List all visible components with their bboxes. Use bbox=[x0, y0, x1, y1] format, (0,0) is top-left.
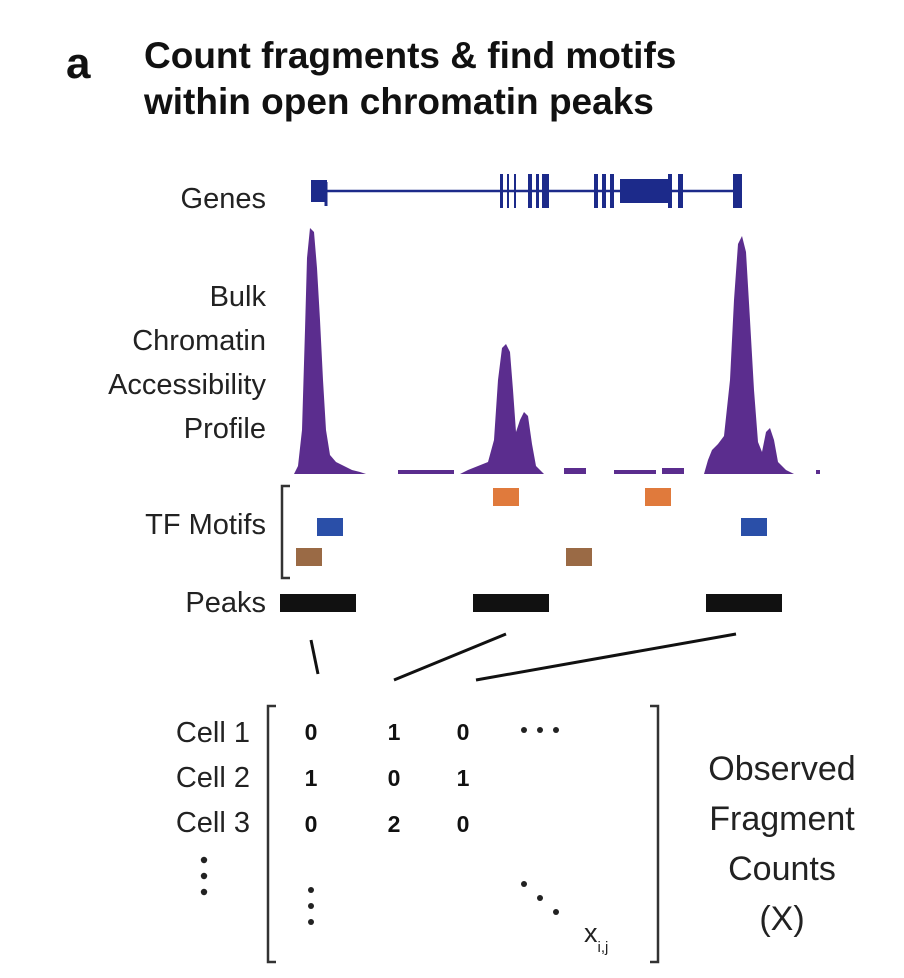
gene-exon bbox=[620, 179, 668, 203]
panel-title-line-1: Count fragments & find motifs bbox=[144, 35, 676, 76]
row-label-cell-3: Cell 3 bbox=[176, 807, 250, 839]
observed-label-line-2: Fragment bbox=[709, 800, 855, 838]
bulk-label-line-1: Bulk bbox=[210, 281, 267, 313]
gene-exon bbox=[536, 174, 539, 208]
accessibility-profile-track bbox=[294, 228, 820, 474]
observed-label-line-4: (X) bbox=[759, 900, 804, 938]
accessibility-baseline bbox=[662, 468, 684, 474]
row-label-cell-2: Cell 2 bbox=[176, 762, 250, 794]
genes-label: Genes bbox=[181, 183, 266, 215]
matrix-cell: 1 bbox=[388, 719, 401, 745]
motif-orange bbox=[645, 488, 671, 506]
gene-exon bbox=[507, 174, 509, 208]
accessibility-dot bbox=[816, 470, 820, 474]
row-ellipsis-vertical bbox=[200, 856, 208, 896]
peak-bar-2 bbox=[473, 594, 549, 612]
gene-exon bbox=[733, 174, 742, 208]
matrix-cell: 0 bbox=[305, 811, 318, 837]
gene-exon bbox=[311, 180, 327, 202]
gene-exon bbox=[514, 174, 516, 208]
gene-exon bbox=[528, 174, 532, 208]
gene-exon bbox=[678, 174, 683, 208]
tf-motifs-label: TF Motifs bbox=[145, 509, 266, 541]
accessibility-baseline bbox=[614, 470, 656, 474]
peaks-label: Peaks bbox=[185, 587, 266, 619]
bulk-label-line-3: Accessibility bbox=[108, 369, 266, 401]
peak-bar-3 bbox=[706, 594, 782, 612]
matrix-cell: 0 bbox=[305, 719, 318, 745]
bulk-label-line-2: Chromatin bbox=[132, 325, 266, 357]
gene-exon bbox=[602, 174, 606, 208]
bulk-label-line-4: Profile bbox=[184, 413, 266, 445]
peak-1-connector bbox=[309, 639, 320, 675]
accessibility-peak-middle bbox=[460, 344, 544, 474]
motif-brown bbox=[566, 548, 592, 566]
motif-orange bbox=[493, 488, 519, 506]
gene-exon bbox=[500, 174, 503, 208]
motif-blue bbox=[741, 518, 767, 536]
panel-title-line-2: within open chromatin peaks bbox=[143, 81, 654, 122]
matrix-left-bracket bbox=[266, 704, 276, 964]
gene-exon bbox=[542, 174, 549, 208]
matrix-cell: 1 bbox=[457, 765, 470, 791]
observed-label-line-3: Counts bbox=[728, 850, 836, 888]
observed-label-line-1: Observed bbox=[708, 750, 855, 788]
accessibility-peak-right bbox=[704, 236, 794, 474]
matrix-cell: 0 bbox=[457, 811, 470, 837]
matrix-ellipsis-horizontal bbox=[521, 727, 559, 733]
matrix-cell: 0 bbox=[457, 719, 470, 745]
matrix-element-label: xi,j bbox=[584, 918, 608, 956]
matrix-ellipsis-vertical bbox=[308, 887, 314, 925]
peak-3-connector bbox=[475, 632, 737, 682]
matrix-cell: 1 bbox=[305, 765, 318, 791]
motif-brown bbox=[296, 548, 322, 566]
motif-blue bbox=[317, 518, 343, 536]
accessibility-peak-left bbox=[294, 228, 366, 474]
row-label-cell-1: Cell 1 bbox=[176, 717, 250, 749]
matrix-cell: 0 bbox=[388, 765, 401, 791]
gene-model-track bbox=[311, 174, 742, 208]
accessibility-baseline bbox=[398, 470, 454, 474]
peak-bar-1 bbox=[280, 594, 356, 612]
matrix-ellipsis-diagonal bbox=[521, 881, 559, 915]
gene-exon bbox=[668, 174, 672, 208]
peak-2-connector bbox=[393, 632, 507, 682]
matrix-right-bracket bbox=[650, 704, 660, 964]
gene-exon bbox=[610, 174, 614, 208]
gene-exon bbox=[594, 174, 598, 208]
matrix-cell: 2 bbox=[388, 811, 401, 837]
accessibility-baseline bbox=[564, 468, 586, 474]
tf-motif-bracket bbox=[280, 484, 290, 580]
panel-letter: a bbox=[66, 39, 91, 88]
